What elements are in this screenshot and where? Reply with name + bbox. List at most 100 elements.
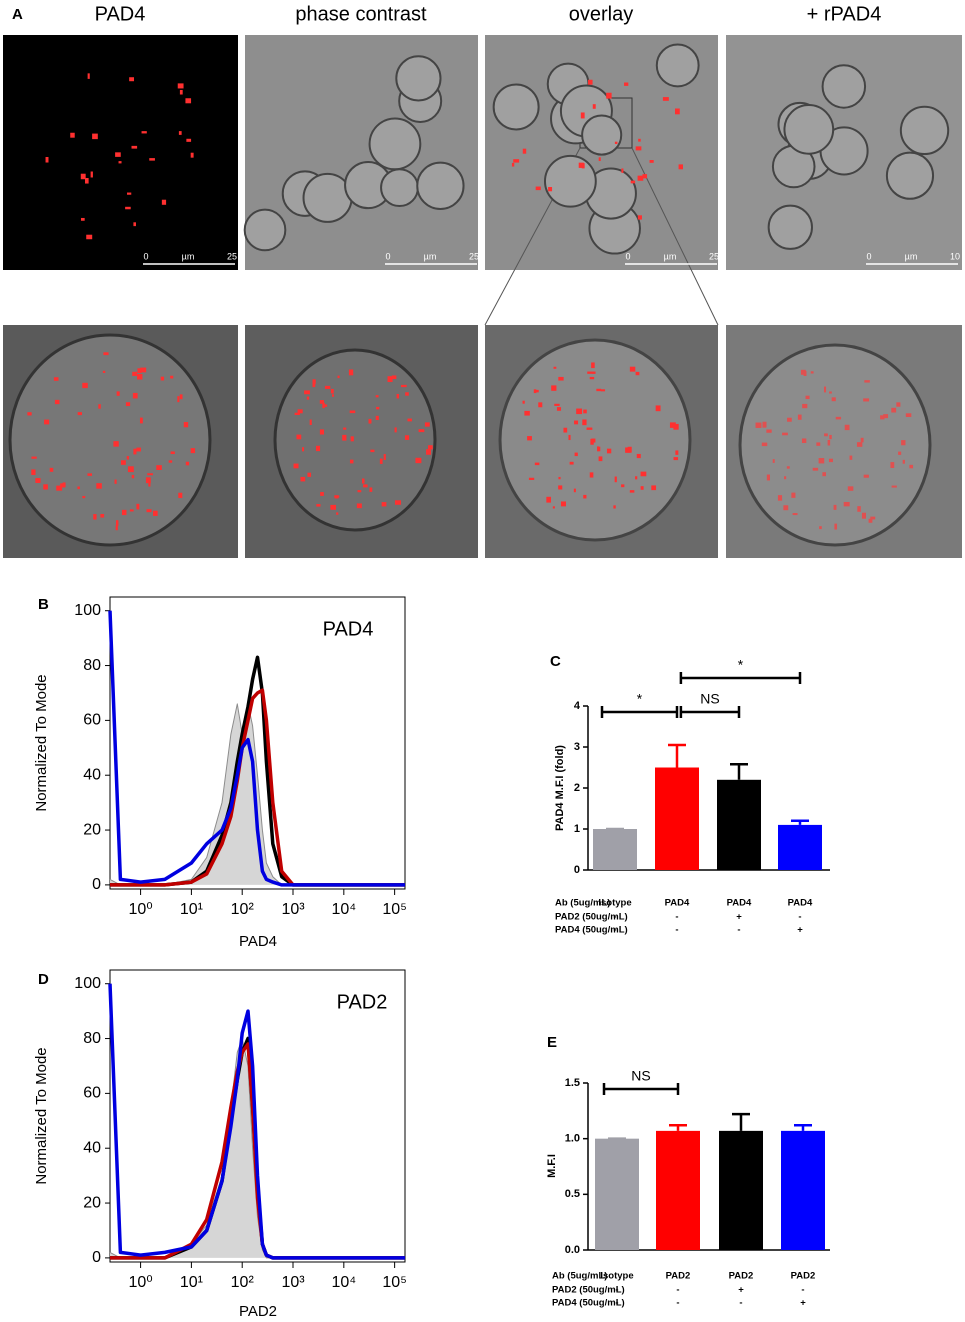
puncta <box>103 352 109 356</box>
puncta <box>583 494 587 499</box>
panel-label: E <box>547 1034 557 1051</box>
puncta <box>606 448 612 454</box>
puncta <box>185 461 190 466</box>
puncta <box>90 171 93 178</box>
puncta <box>833 504 837 510</box>
cell <box>8 333 212 547</box>
puncta <box>783 505 789 511</box>
plot-frame <box>109 969 406 1263</box>
puncta <box>847 486 854 491</box>
puncta <box>170 375 174 379</box>
error-bar <box>669 1124 687 1131</box>
puncta <box>141 131 147 134</box>
puncta <box>614 476 617 483</box>
bar <box>781 1130 825 1250</box>
puncta <box>330 504 336 510</box>
puncta <box>824 433 828 437</box>
significance-label: NS <box>631 1068 650 1084</box>
line <box>108 610 405 887</box>
x-axis-label: PAD2 <box>239 1303 277 1320</box>
puncta <box>115 520 119 526</box>
puncta <box>891 485 897 488</box>
puncta <box>635 146 642 151</box>
puncta <box>563 427 568 433</box>
x-tick-label: 10² <box>231 1274 255 1291</box>
x-tick-label: 10³ <box>281 1274 305 1291</box>
puncta <box>786 466 790 469</box>
puncta <box>905 413 912 417</box>
puncta <box>583 409 587 414</box>
puncta <box>82 382 88 389</box>
puncta <box>114 479 117 484</box>
puncta <box>777 495 783 501</box>
puncta <box>649 160 654 163</box>
puncta <box>294 412 300 416</box>
puncta <box>113 441 119 447</box>
puncta <box>133 222 136 227</box>
cell <box>738 343 932 547</box>
puncta <box>45 156 49 163</box>
puncta <box>629 490 635 493</box>
puncta <box>844 424 850 431</box>
puncta <box>368 418 372 424</box>
puncta <box>361 478 365 484</box>
category-label: Isotype <box>598 898 631 909</box>
puncta <box>755 422 762 428</box>
puncta <box>655 405 661 412</box>
puncta <box>136 447 141 452</box>
puncta <box>145 477 151 484</box>
scale-bar-label: 0 <box>625 251 630 261</box>
puncta <box>527 436 532 441</box>
puncta <box>31 469 36 475</box>
puncta <box>156 465 162 470</box>
panel-label: C <box>550 653 561 670</box>
puncta <box>428 445 433 450</box>
scale-bar-label: 25 <box>469 251 479 261</box>
condition-value: - <box>613 912 616 923</box>
puncta <box>829 434 832 440</box>
puncta <box>558 376 564 381</box>
puncta <box>587 371 593 374</box>
puncta <box>586 427 593 430</box>
puncta <box>348 369 354 376</box>
puncta <box>535 389 539 393</box>
puncta <box>322 402 325 409</box>
puncta <box>115 152 121 157</box>
puncta <box>635 476 638 480</box>
scale-bar-label: 25 <box>709 251 719 261</box>
category-header: Ab (5ug/mL) <box>555 898 610 909</box>
puncta <box>84 178 89 184</box>
puncta <box>762 421 767 428</box>
category-label: PAD2 <box>666 1271 691 1282</box>
y-tick-label: 3 <box>574 741 580 753</box>
puncta <box>126 456 130 460</box>
puncta <box>316 504 321 507</box>
puncta <box>170 451 175 455</box>
cell <box>885 151 935 200</box>
puncta <box>613 505 616 509</box>
y-axis-label: M.F.I <box>546 1154 558 1178</box>
puncta <box>864 380 870 383</box>
puncta <box>127 466 134 473</box>
puncta <box>77 486 80 490</box>
x-tick-label: 10² <box>231 901 255 918</box>
puncta <box>140 367 147 373</box>
error-bar <box>730 762 748 780</box>
significance-bracket <box>679 706 741 718</box>
puncta <box>591 438 596 443</box>
puncta <box>640 471 647 477</box>
cell <box>273 348 437 532</box>
significance-bracket <box>600 706 679 718</box>
annotation: PAD2 <box>337 991 388 1013</box>
puncta <box>394 427 397 433</box>
puncta <box>861 512 866 519</box>
puncta <box>337 375 340 379</box>
puncta <box>801 438 807 444</box>
puncta <box>598 456 603 462</box>
condition-value: - <box>675 912 678 923</box>
puncta <box>407 418 412 422</box>
puncta <box>334 495 340 498</box>
puncta <box>148 481 151 487</box>
puncta <box>177 396 180 403</box>
puncta <box>309 419 312 426</box>
